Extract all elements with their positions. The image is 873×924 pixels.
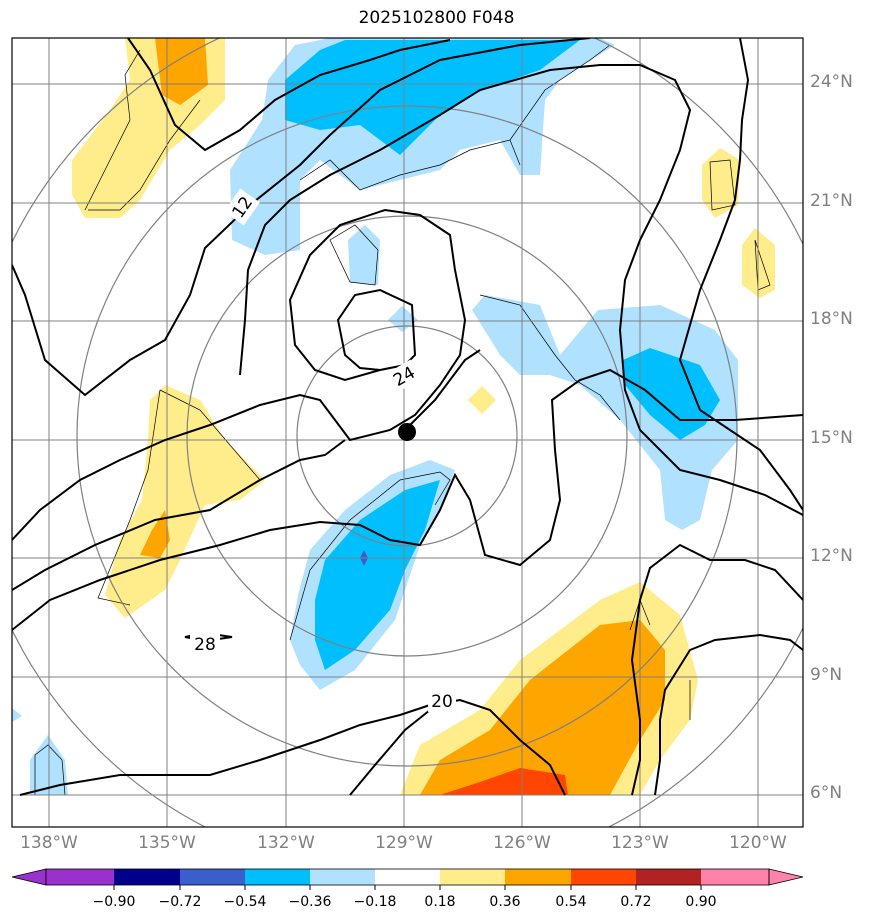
negative-core-east xyxy=(623,348,720,440)
colorbar-bin-10 xyxy=(636,869,701,885)
negative-region-small xyxy=(348,225,380,285)
positive-peak-southeast xyxy=(440,768,568,795)
lat-label-6n: 6°N xyxy=(810,783,843,803)
positive-region-east-a xyxy=(702,148,740,218)
negative-core-south xyxy=(315,480,440,670)
colorbar-tick: 0.36 xyxy=(489,894,521,910)
colorbar-bin-5 xyxy=(310,869,375,885)
colorbar-tick: −0.18 xyxy=(353,894,397,910)
colorbar-tick: 0.18 xyxy=(424,894,456,910)
contour-label-20: 20 xyxy=(431,692,453,712)
storm-center-marker xyxy=(398,423,416,441)
colorbar-bin-8 xyxy=(505,869,571,885)
colorbar-tick: 0.54 xyxy=(555,894,587,910)
colorbar-tick: 0.72 xyxy=(620,894,652,910)
lon-label-129w: 129°W xyxy=(375,833,433,853)
colorbar-bin-3 xyxy=(180,869,245,885)
lon-label-138w: 138°W xyxy=(20,833,78,853)
colorbar-extend-low xyxy=(11,868,47,886)
lat-label-15n: 15°N xyxy=(810,428,853,448)
range-rings xyxy=(12,38,803,827)
lat-label-24n: 24°N xyxy=(810,72,853,92)
shading-outlines xyxy=(34,44,771,796)
shaded-field xyxy=(12,38,775,795)
colorbar-tick: −0.72 xyxy=(158,894,202,910)
positive-core-nw xyxy=(155,38,208,105)
lon-label-120w: 120°W xyxy=(729,833,787,853)
lon-label-126w: 126°W xyxy=(493,833,551,853)
lat-label-9n: 9°N xyxy=(810,665,843,685)
negative-region-edge xyxy=(12,708,22,722)
map-frame xyxy=(11,37,804,828)
lat-label-21n: 21°N xyxy=(810,191,853,211)
colorbar-bin-11 xyxy=(701,869,769,885)
graticule xyxy=(12,38,803,827)
positive-core-west xyxy=(140,510,170,558)
negative-core-north xyxy=(285,40,580,155)
map-title: 2025102800 F048 xyxy=(358,8,515,28)
positive-region-center xyxy=(468,386,496,414)
lat-label-18n: 18°N xyxy=(810,309,853,329)
colorbar-tick: −0.54 xyxy=(223,894,267,910)
colorbar-bin-6 xyxy=(375,869,440,885)
lon-label-123w: 123°W xyxy=(611,833,669,853)
colorbar xyxy=(11,868,804,890)
contour-labels xyxy=(190,188,456,712)
colorbar-extend-high xyxy=(768,868,804,886)
contours xyxy=(12,38,803,796)
colorbar-bin-7 xyxy=(440,869,505,885)
colorbar-tick: 0.90 xyxy=(685,894,717,910)
colorbar-tick: −0.36 xyxy=(288,894,332,910)
positive-region-west xyxy=(105,385,265,618)
positive-core-southeast xyxy=(420,620,665,795)
lon-label-132w: 132°W xyxy=(257,833,315,853)
colorbar-bin-1 xyxy=(46,869,114,885)
colorbar-bin-9 xyxy=(571,869,636,885)
contour-label-28: 28 xyxy=(194,635,216,655)
negative-region-east xyxy=(472,295,738,530)
lat-label-12n: 12°N xyxy=(810,546,853,566)
colorbar-bin-4 xyxy=(245,869,310,885)
colorbar-tick: −0.90 xyxy=(92,894,136,910)
colorbar-bin-2 xyxy=(114,869,180,885)
lon-label-135w: 135°W xyxy=(138,833,196,853)
